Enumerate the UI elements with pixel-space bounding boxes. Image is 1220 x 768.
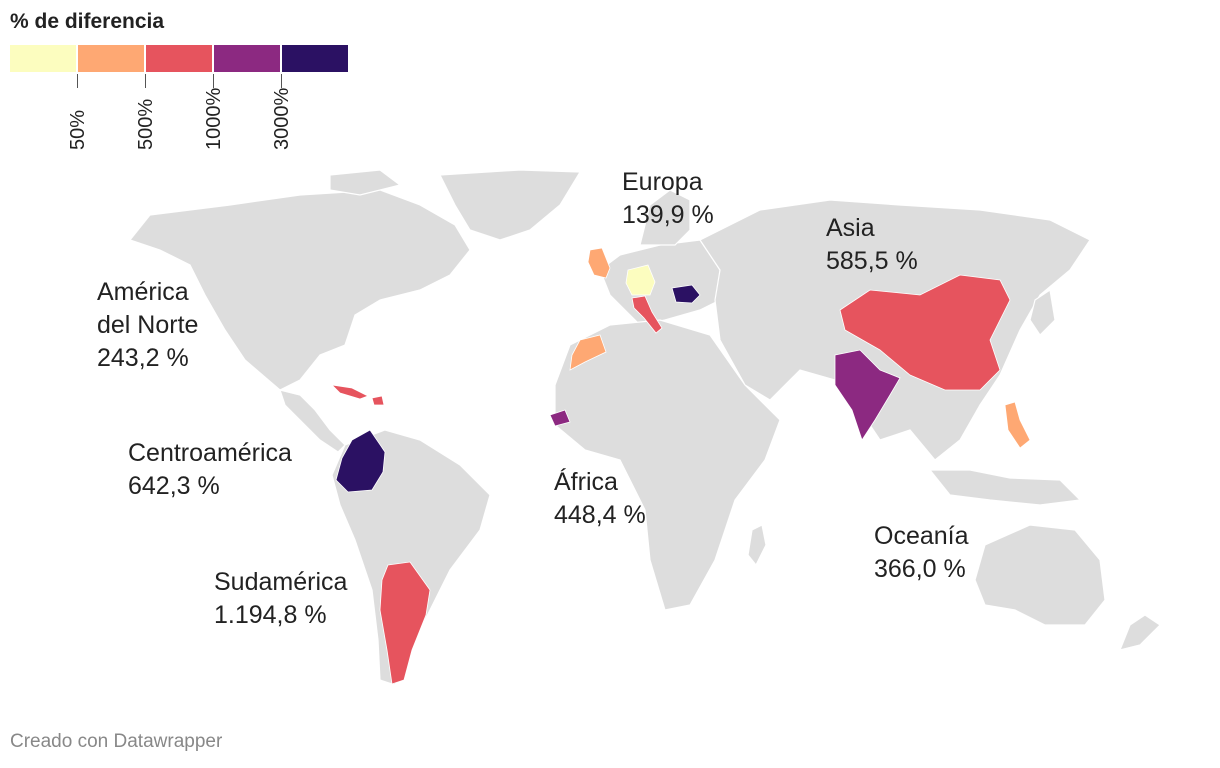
central-america-name: Centroamérica <box>128 439 292 467</box>
south-america-name: Sudamérica <box>214 568 348 596</box>
country-italy <box>631 295 663 334</box>
legend-swatch <box>146 45 212 72</box>
label-central-america: Centroamérica 642,3 % <box>128 437 292 503</box>
central-america-value: 642,3 % <box>128 472 220 500</box>
country-argentina <box>379 561 431 685</box>
africa-name: África <box>554 468 618 496</box>
land-canadian-islands <box>329 169 402 196</box>
land-indonesia <box>928 469 1082 506</box>
legend-title: % de diferencia <box>10 10 165 33</box>
land-greenland <box>439 169 582 241</box>
country-united-kingdom <box>587 247 611 279</box>
land-japan <box>1029 288 1056 336</box>
land-central-america <box>279 389 346 453</box>
land-scandinavia <box>639 189 691 246</box>
europe-value: 139,9 % <box>622 201 714 229</box>
asia-name: Asia <box>826 214 875 242</box>
country-cuba <box>330 384 369 400</box>
land-new-zealand <box>1119 614 1161 651</box>
credit-text[interactable]: Creado con Datawrapper <box>10 731 223 752</box>
land-north-america <box>128 189 471 391</box>
legend-color-scale <box>10 45 350 72</box>
legend-swatch <box>214 45 280 72</box>
north-america-value: 243,2 % <box>97 344 189 372</box>
north-america-name-2: del Norte <box>97 311 199 339</box>
country-colombia <box>335 429 386 493</box>
legend-swatch <box>10 45 76 72</box>
legend-tick <box>281 74 282 88</box>
label-africa: África 448,4 % <box>554 466 646 532</box>
legend-tick <box>145 74 146 88</box>
europe-name: Europa <box>622 168 703 196</box>
label-south-america: Sudamérica 1.194,8 % <box>214 566 347 632</box>
country-india <box>834 349 901 441</box>
country-germany <box>625 264 656 296</box>
highlighted-countries <box>330 247 1031 685</box>
land-madagascar <box>747 524 767 567</box>
label-europe: Europa 139,9 % <box>622 166 714 232</box>
legend-swatch <box>78 45 144 72</box>
country-dominican-republic <box>371 395 385 406</box>
south-america-value: 1.194,8 % <box>214 601 327 629</box>
legend-tick <box>77 74 78 88</box>
country-morocco <box>569 334 607 371</box>
country-romania <box>671 284 701 304</box>
country-philippines <box>1004 401 1031 449</box>
legend-tick <box>213 74 214 88</box>
country-china <box>839 274 1011 391</box>
asia-value: 585,5 % <box>826 247 918 275</box>
label-asia: Asia 585,5 % <box>826 212 918 278</box>
africa-value: 448,4 % <box>554 501 646 529</box>
label-north-america: América del Norte 243,2 % <box>97 276 198 375</box>
country-senegal <box>549 409 571 427</box>
legend-swatch <box>282 45 348 72</box>
land-europe <box>599 239 721 326</box>
north-america-name-1: América <box>97 278 189 306</box>
oceania-name: Oceanía <box>874 522 969 550</box>
land-africa <box>554 319 781 611</box>
land-australia <box>974 524 1106 626</box>
oceania-value: 366,0 % <box>874 555 966 583</box>
label-oceania: Oceanía 366,0 % <box>874 520 969 586</box>
